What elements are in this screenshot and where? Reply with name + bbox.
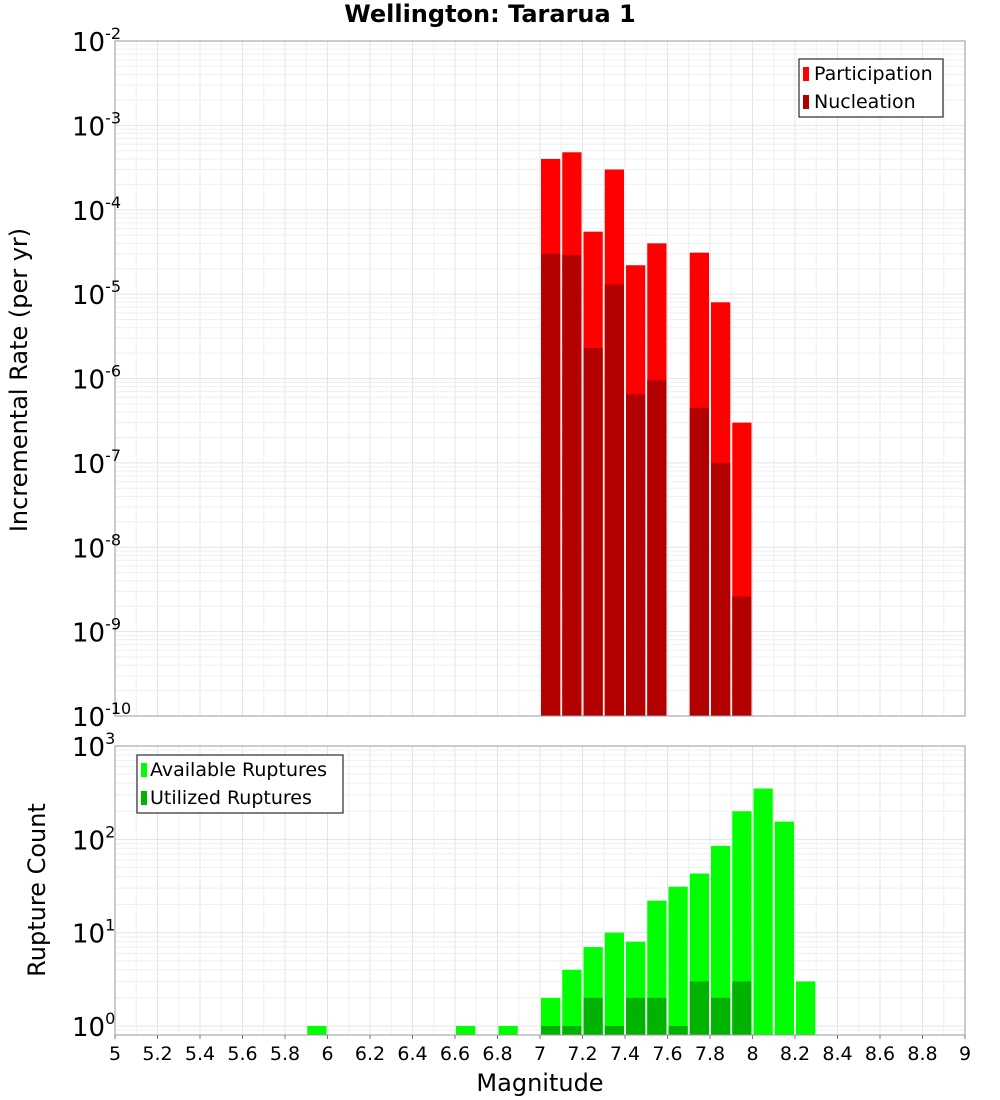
bar-nucleation xyxy=(626,394,646,716)
bar-utilized xyxy=(732,981,752,1035)
legend-label-utilized: Utilized Ruptures xyxy=(150,787,312,809)
y-tick-label: 10-2 xyxy=(72,24,121,58)
bar-utilized xyxy=(668,1025,688,1035)
bar-nucleation xyxy=(647,380,667,716)
rate-y-ticks: 10-10 10-9 10-8 10-7 10-6 10-5 10-4 10-3 10-2 xyxy=(72,24,131,733)
y-tick-label: 10-10 xyxy=(72,699,131,733)
x-tick-label: 6.2 xyxy=(355,1043,385,1065)
y-tick-label: 101 xyxy=(72,916,115,950)
y-tick-label: 10-8 xyxy=(72,530,121,564)
y-tick-label: 10-5 xyxy=(72,277,121,311)
bar-available xyxy=(604,932,624,1035)
bar-utilized xyxy=(541,1025,561,1035)
x-tick-label: 5 xyxy=(109,1043,121,1065)
chart-title: Wellington: Tararua 1 xyxy=(344,0,636,28)
bar-available xyxy=(668,886,688,1035)
legend-swatch-utilized xyxy=(141,791,147,805)
bar-nucleation xyxy=(732,596,752,716)
bar-available xyxy=(774,821,794,1035)
x-tick-label: 6 xyxy=(321,1043,333,1065)
count-legend-box xyxy=(136,754,344,814)
rate-grid xyxy=(114,41,966,717)
x-tick-label: 8.8 xyxy=(907,1043,937,1065)
bar-utilized xyxy=(583,997,603,1035)
bar-utilized xyxy=(647,997,667,1035)
bar-utilized xyxy=(711,997,731,1035)
y-tick-label: 10-9 xyxy=(72,615,121,649)
count-panel: 100 101 102 103 5 5.2 5.4 5.6 5.8 6 6.2 6.4 6.6 6.8 7… xyxy=(23,729,971,1097)
x-tick-label: 5.2 xyxy=(142,1043,172,1065)
y-tick-label: 10-3 xyxy=(72,108,121,142)
y-tick-label: 103 xyxy=(72,729,115,763)
x-tick-label: 7 xyxy=(534,1043,546,1065)
x-tick-label: 8.4 xyxy=(822,1043,852,1065)
rate-plot-frame xyxy=(114,40,966,717)
count-y-ticks: 100 101 102 103 xyxy=(72,729,115,1043)
bar-utilized xyxy=(562,1025,582,1035)
x-tick-label: 5.8 xyxy=(270,1043,300,1065)
rate-y-axis-label: Incremental Rate (per yr) xyxy=(5,228,33,532)
legend-swatch-participation xyxy=(803,67,809,81)
legend-swatch-nucleation xyxy=(803,95,809,109)
rate-panel: 10-10 10-9 10-8 10-7 10-6 10-5 10-4 10-3 10-2 In… xyxy=(5,24,966,733)
bar-utilized xyxy=(604,1025,624,1035)
bar-nucleation xyxy=(583,347,603,716)
bar-available xyxy=(753,788,773,1035)
bar-available xyxy=(307,1025,327,1035)
legend-label-nucleation: Nucleation xyxy=(814,91,916,113)
x-tick-label: 6.4 xyxy=(397,1043,427,1065)
y-tick-label: 10-6 xyxy=(72,362,121,396)
bar-nucleation xyxy=(689,407,709,716)
bar-utilized xyxy=(689,981,709,1035)
x-tick-label: 7.2 xyxy=(567,1043,597,1065)
x-tick-label: 7.6 xyxy=(652,1043,682,1065)
x-tick-label: 8.2 xyxy=(780,1043,810,1065)
bar-available xyxy=(796,981,816,1035)
x-tick-label: 8 xyxy=(746,1043,758,1065)
y-tick-label: 10-7 xyxy=(72,446,121,480)
x-tick-label: 5.6 xyxy=(227,1043,257,1065)
legend-label-available: Available Ruptures xyxy=(150,759,327,781)
x-tick-label: 9 xyxy=(959,1043,971,1065)
count-y-axis-label: Rupture Count xyxy=(23,803,51,977)
bar-available xyxy=(498,1025,518,1035)
y-tick-label: 100 xyxy=(72,1009,115,1043)
rate-legend-box xyxy=(798,58,944,118)
y-tick-label: 10-4 xyxy=(72,193,121,227)
bar-nucleation xyxy=(604,284,624,716)
legend-label-participation: Participation xyxy=(814,63,933,85)
bar-available xyxy=(711,845,731,1035)
x-tick-label: 8.6 xyxy=(865,1043,895,1065)
x-tick-label: 6.8 xyxy=(482,1043,512,1065)
x-axis-label: Magnitude xyxy=(476,1069,603,1097)
bar-available xyxy=(541,997,561,1035)
rate-bars xyxy=(541,152,752,717)
legend-swatch-available xyxy=(141,763,147,777)
rate-legend: Participation Nucleation xyxy=(798,58,944,118)
bar-nucleation xyxy=(562,255,582,716)
bar-nucleation xyxy=(711,462,731,716)
bar-available xyxy=(732,811,752,1035)
bar-available xyxy=(456,1025,476,1035)
x-tick-label: 5.4 xyxy=(185,1043,215,1065)
x-tick-label: 6.6 xyxy=(440,1043,470,1065)
count-legend: Available Ruptures Utilized Ruptures xyxy=(136,754,344,814)
count-bars xyxy=(307,788,816,1035)
bar-nucleation xyxy=(541,253,561,716)
bar-utilized xyxy=(626,997,646,1035)
x-tick-label: 7.4 xyxy=(610,1043,640,1065)
x-tick-label: 7.8 xyxy=(695,1043,725,1065)
count-x-ticks: 5 5.2 5.4 5.6 5.8 6 6.2 6.4 6.6 6.8 7 7.2 7.4 7.6 7.8 8… xyxy=(109,1035,971,1065)
y-tick-label: 102 xyxy=(72,822,115,856)
bar-available xyxy=(562,969,582,1035)
